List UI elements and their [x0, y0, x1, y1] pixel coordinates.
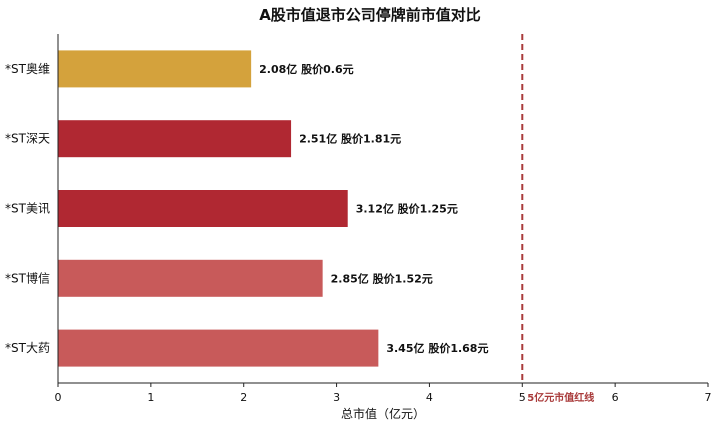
data-label-2: 2.51亿 股价1.81元 [299, 132, 401, 146]
axes-group: 0 1 2 3 4 5 6 7 [55, 34, 712, 404]
x-tick-label-5: 5 [519, 391, 526, 404]
x-tick-label-3: 3 [333, 391, 340, 404]
category-label-2: *ST深天 [5, 132, 50, 146]
reference-line-label: 5亿元市值红线 [527, 391, 594, 404]
data-label-1: 2.08亿 股价0.6元 [259, 62, 353, 76]
bar-5 [58, 329, 379, 367]
chart-title: A股市值退市公司停牌前市值对比 [259, 6, 481, 24]
x-tick-label-7: 7 [705, 391, 712, 404]
category-label-1: *ST奥维 [5, 62, 50, 76]
category-label-5: *ST大药 [5, 341, 50, 355]
x-tick-label-4: 4 [426, 391, 433, 404]
bar-2 [58, 120, 292, 158]
category-label-3: *ST美讯 [5, 202, 50, 216]
category-label-4: *ST博信 [5, 270, 50, 285]
bars-group: 2.08亿 股价0.6元 *ST奥维 2.51亿 股价1.81元 *ST深天 3.12亿… [5, 50, 488, 367]
x-tick-label-1: 1 [147, 391, 154, 404]
data-label-3: 3.12亿 股价1.25元 [356, 202, 458, 216]
bar-3 [58, 190, 348, 227]
x-tick-label-6: 6 [612, 391, 619, 404]
data-label-4: 2.85亿 股价1.52元 [331, 271, 433, 285]
x-tick-label-0: 0 [55, 391, 62, 404]
data-label-5: 3.45亿 股价1.68元 [386, 341, 488, 355]
bar-4 [58, 259, 323, 297]
x-tick-label-2: 2 [240, 391, 247, 404]
reference-line-group: 5亿元市值红线 [521, 34, 594, 404]
bar-1 [58, 50, 252, 88]
x-axis-label: 总市值（亿元） [341, 406, 425, 421]
